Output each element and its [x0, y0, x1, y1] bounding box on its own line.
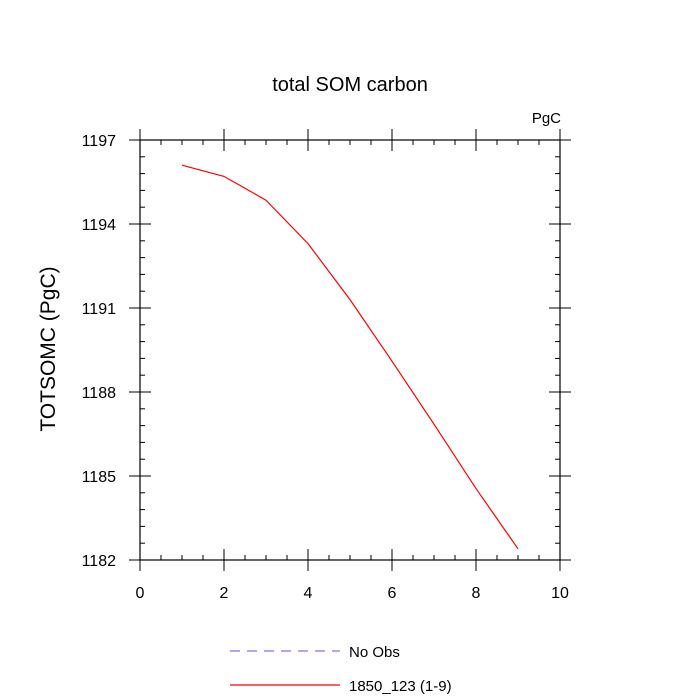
y-tick-label: 1191: [82, 301, 117, 318]
y-tick-label: 1182: [82, 553, 117, 570]
series-lines: [181, 164, 519, 550]
y-axis-label: TOTSOMC (PgC): [37, 266, 60, 431]
x-tick-label: 0: [136, 585, 145, 602]
x-tick-label: 10: [551, 585, 569, 602]
x-tick-label: 2: [220, 585, 229, 602]
axis-ticks: [129, 129, 571, 571]
x-tick-labels: 0 2 4 6 8 10: [136, 585, 569, 602]
x-tick-label: 6: [388, 585, 397, 602]
y-tick-label: 1188: [82, 385, 117, 402]
y-tick-labels: 1182 1185 1188 1191 1194 1197: [82, 133, 117, 570]
legend-label-1850-123: 1850_123 (1-9): [349, 678, 452, 695]
chart-title: total SOM carbon: [272, 74, 428, 96]
series-line: [181, 164, 519, 550]
legend: No Obs 1850_123 (1-9): [230, 644, 452, 695]
units-label: PgC: [532, 110, 561, 127]
y-tick-label: 1185: [82, 469, 117, 486]
y-tick-label: 1197: [82, 133, 117, 150]
y-tick-label: 1194: [82, 217, 117, 234]
plot-frame: [139, 139, 561, 561]
legend-label-no-obs: No Obs: [349, 644, 400, 661]
x-tick-label: 8: [472, 585, 481, 602]
x-tick-label: 4: [304, 585, 313, 602]
